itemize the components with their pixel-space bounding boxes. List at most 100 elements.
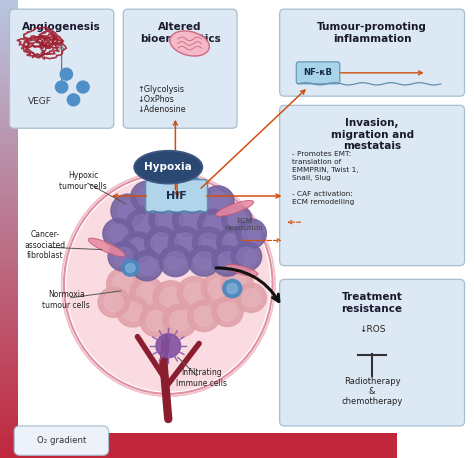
- Bar: [0, 153, 18, 157]
- Circle shape: [131, 251, 163, 281]
- Bar: [0, 114, 18, 118]
- Bar: [0, 168, 18, 172]
- Bar: [0, 278, 18, 283]
- Bar: [0, 107, 18, 111]
- Bar: [0, 443, 18, 447]
- Circle shape: [202, 186, 234, 217]
- Circle shape: [149, 203, 183, 236]
- Circle shape: [192, 227, 225, 258]
- FancyBboxPatch shape: [9, 9, 114, 128]
- Bar: [0, 54, 18, 57]
- Bar: [18, 433, 397, 458]
- Bar: [0, 19, 18, 23]
- Bar: [0, 404, 18, 409]
- Bar: [0, 409, 18, 412]
- Bar: [0, 355, 18, 359]
- FancyBboxPatch shape: [280, 279, 465, 426]
- Bar: [0, 454, 18, 458]
- Text: Altered
bioenergetics: Altered bioenergetics: [140, 22, 220, 44]
- Bar: [0, 92, 18, 95]
- Circle shape: [173, 203, 207, 236]
- Circle shape: [242, 224, 261, 243]
- Bar: [0, 332, 18, 336]
- Circle shape: [67, 94, 80, 106]
- Circle shape: [199, 233, 219, 252]
- Bar: [0, 49, 18, 54]
- Bar: [0, 389, 18, 393]
- Circle shape: [221, 268, 253, 300]
- Circle shape: [168, 227, 201, 259]
- Bar: [0, 126, 18, 130]
- Bar: [0, 393, 18, 397]
- Circle shape: [160, 287, 182, 308]
- Circle shape: [103, 218, 134, 249]
- Circle shape: [108, 242, 138, 271]
- Bar: [0, 134, 18, 137]
- Circle shape: [231, 242, 262, 271]
- Circle shape: [154, 176, 188, 209]
- Bar: [0, 382, 18, 386]
- Ellipse shape: [66, 176, 270, 392]
- Circle shape: [60, 68, 73, 80]
- Bar: [0, 183, 18, 187]
- Bar: [0, 149, 18, 153]
- Bar: [0, 260, 18, 263]
- Bar: [0, 34, 18, 38]
- Bar: [0, 130, 18, 134]
- Bar: [0, 359, 18, 363]
- Bar: [0, 370, 18, 374]
- Ellipse shape: [226, 264, 258, 276]
- Bar: [0, 84, 18, 88]
- Circle shape: [160, 182, 181, 202]
- Bar: [0, 347, 18, 351]
- Bar: [0, 31, 18, 34]
- Circle shape: [128, 238, 147, 257]
- Bar: [0, 221, 18, 225]
- Bar: [0, 412, 18, 416]
- Circle shape: [109, 224, 128, 243]
- FancyBboxPatch shape: [146, 180, 208, 212]
- Bar: [0, 240, 18, 244]
- Bar: [0, 378, 18, 382]
- Bar: [0, 313, 18, 317]
- Bar: [0, 298, 18, 301]
- Bar: [0, 15, 18, 19]
- Circle shape: [140, 305, 173, 337]
- Circle shape: [146, 311, 167, 331]
- Ellipse shape: [88, 238, 125, 256]
- Bar: [0, 336, 18, 340]
- Bar: [0, 344, 18, 347]
- Bar: [0, 366, 18, 370]
- Circle shape: [198, 209, 229, 240]
- Circle shape: [159, 245, 191, 277]
- Circle shape: [204, 215, 223, 234]
- Bar: [0, 229, 18, 233]
- Bar: [0, 111, 18, 114]
- Circle shape: [184, 283, 205, 303]
- FancyBboxPatch shape: [280, 9, 465, 96]
- Ellipse shape: [170, 31, 210, 56]
- Bar: [0, 416, 18, 420]
- Bar: [0, 187, 18, 191]
- Bar: [0, 275, 18, 278]
- Text: Tumour-promoting
inflammation: Tumour-promoting inflammation: [317, 22, 427, 44]
- Bar: [0, 206, 18, 210]
- Bar: [0, 263, 18, 267]
- Bar: [0, 88, 18, 92]
- Circle shape: [218, 252, 237, 270]
- Bar: [0, 218, 18, 221]
- Circle shape: [118, 201, 138, 221]
- Bar: [0, 122, 18, 126]
- Circle shape: [236, 219, 266, 248]
- Circle shape: [222, 205, 252, 234]
- Bar: [0, 324, 18, 328]
- Bar: [0, 283, 18, 286]
- Text: ↓OxPhos: ↓OxPhos: [137, 95, 174, 104]
- Circle shape: [208, 192, 228, 211]
- Circle shape: [223, 279, 242, 298]
- Text: - Promotes EMT:
translation of
EMMPRIN, Twist 1,
Snail, Slug

- CAF activation:
: - Promotes EMT: translation of EMMPRIN, …: [292, 151, 358, 205]
- Circle shape: [184, 178, 195, 188]
- Circle shape: [98, 287, 129, 317]
- Circle shape: [55, 81, 68, 93]
- Circle shape: [179, 210, 200, 230]
